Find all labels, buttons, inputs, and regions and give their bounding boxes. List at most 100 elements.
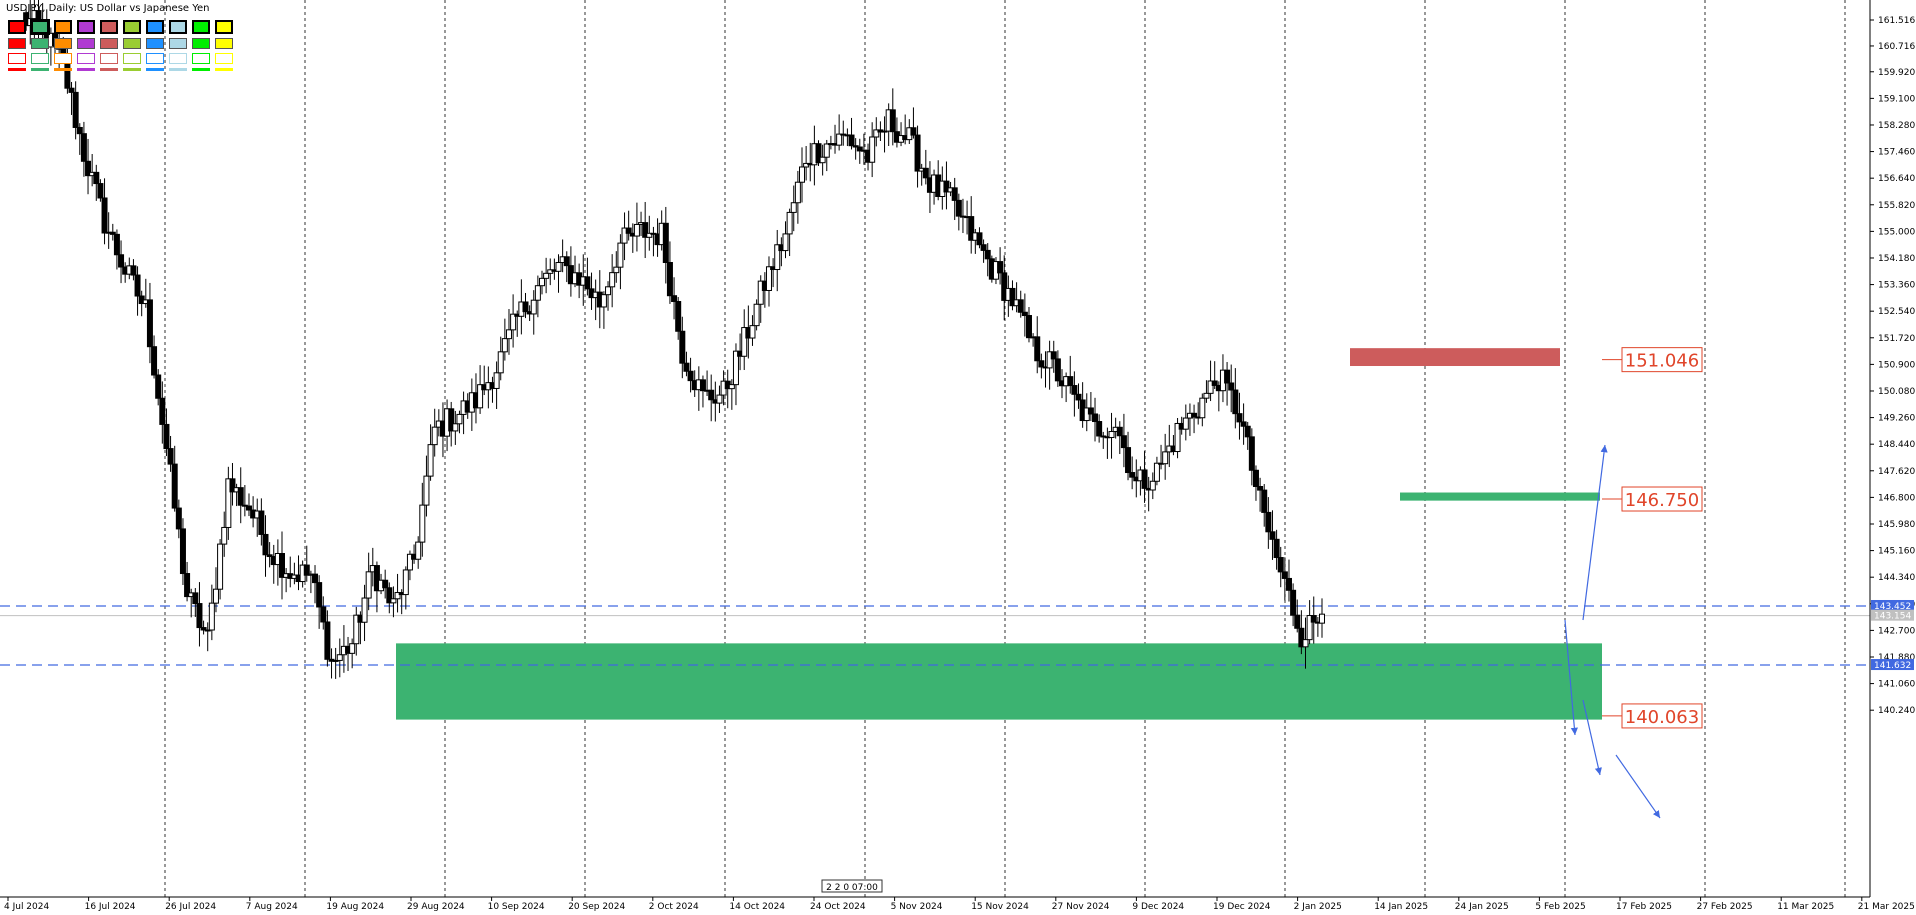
price-tick-label: 155.000 bbox=[1878, 227, 1915, 237]
candle-bear bbox=[1310, 615, 1317, 623]
palette-swatch[interactable] bbox=[192, 68, 210, 71]
color-palette[interactable] bbox=[8, 19, 233, 75]
time-tick-label: 2 Jan 2025 bbox=[1294, 902, 1342, 911]
palette-swatch[interactable] bbox=[30, 19, 50, 35]
callout-box bbox=[1621, 486, 1703, 512]
palette-row-line[interactable] bbox=[8, 68, 233, 71]
palette-swatch[interactable] bbox=[169, 53, 187, 64]
palette-swatch[interactable] bbox=[54, 20, 72, 34]
palette-swatch[interactable] bbox=[192, 38, 210, 49]
candle-bear bbox=[1025, 315, 1032, 339]
palette-swatch[interactable] bbox=[192, 20, 210, 34]
candle-bear bbox=[97, 183, 104, 199]
candle-bull bbox=[749, 325, 756, 339]
candle-bear bbox=[151, 346, 158, 376]
price-tick-label: 159.100 bbox=[1878, 94, 1915, 104]
candle-bear bbox=[373, 565, 380, 592]
palette-swatch[interactable] bbox=[8, 68, 26, 71]
palette-swatch[interactable] bbox=[146, 38, 164, 49]
palette-swatch[interactable] bbox=[77, 38, 95, 49]
palette-row-fill[interactable] bbox=[8, 38, 233, 49]
palette-swatch[interactable] bbox=[215, 53, 233, 64]
palette-swatch[interactable] bbox=[123, 38, 141, 49]
candle-bull bbox=[716, 394, 723, 404]
price-tick-label: 146.800 bbox=[1878, 493, 1915, 503]
candle-bull bbox=[555, 262, 562, 272]
palette-row-primary[interactable] bbox=[8, 19, 233, 35]
price-tick-label: 150.900 bbox=[1878, 360, 1915, 370]
palette-swatch[interactable] bbox=[54, 68, 72, 71]
palette-swatch[interactable] bbox=[77, 20, 95, 34]
zone-support bbox=[1400, 492, 1600, 501]
palette-swatch[interactable] bbox=[100, 53, 118, 64]
candle-bull bbox=[394, 592, 401, 600]
palette-row-outline[interactable] bbox=[8, 53, 233, 64]
palette-swatch[interactable] bbox=[77, 68, 95, 71]
palette-swatch[interactable] bbox=[123, 53, 141, 64]
candle-bear bbox=[1001, 272, 1008, 301]
palette-swatch[interactable] bbox=[31, 68, 49, 71]
palette-swatch[interactable] bbox=[215, 68, 233, 71]
candle-bear bbox=[699, 379, 706, 392]
candle-bull bbox=[605, 286, 612, 296]
candle-bull bbox=[501, 338, 508, 353]
candle-bull bbox=[732, 350, 739, 386]
candle-bear bbox=[382, 579, 389, 589]
palette-swatch[interactable] bbox=[169, 68, 187, 71]
palette-swatch[interactable] bbox=[169, 38, 187, 49]
palette-swatch[interactable] bbox=[123, 20, 141, 34]
palette-swatch[interactable] bbox=[8, 20, 26, 34]
time-tick-label: 16 Jul 2024 bbox=[85, 902, 136, 911]
candle-bull bbox=[419, 504, 426, 543]
price-tick-label: 149.260 bbox=[1878, 414, 1915, 424]
candle-bull bbox=[543, 272, 550, 279]
palette-swatch[interactable] bbox=[54, 53, 72, 64]
candle-bear bbox=[1265, 511, 1272, 533]
zone-resistance bbox=[1350, 348, 1560, 367]
candle-bull bbox=[869, 136, 876, 163]
time-tick-label: 21 Mar 2025 bbox=[1858, 902, 1915, 911]
palette-swatch[interactable] bbox=[31, 53, 49, 64]
palette-swatch[interactable] bbox=[8, 38, 26, 49]
palette-swatch[interactable] bbox=[54, 38, 72, 49]
candle-bear bbox=[130, 265, 137, 276]
candle-bear bbox=[72, 91, 79, 128]
palette-swatch[interactable] bbox=[192, 53, 210, 64]
candle-bear bbox=[229, 478, 236, 493]
time-tick-label: 29 Aug 2024 bbox=[407, 902, 465, 911]
palette-swatch[interactable] bbox=[215, 20, 233, 34]
candle-bull bbox=[353, 614, 360, 645]
palette-swatch[interactable] bbox=[146, 68, 164, 71]
palette-swatch[interactable] bbox=[169, 20, 187, 34]
candle-bear bbox=[1224, 369, 1231, 384]
price-tick-label: 141.880 bbox=[1878, 653, 1915, 663]
candle-bear bbox=[167, 448, 174, 465]
palette-swatch[interactable] bbox=[215, 38, 233, 49]
price-tick-label: 140.240 bbox=[1878, 706, 1915, 716]
candle-bull bbox=[1199, 397, 1206, 419]
candle-bull bbox=[836, 133, 843, 146]
candle-bear bbox=[671, 295, 678, 303]
palette-swatch[interactable] bbox=[8, 53, 26, 64]
candle-bear bbox=[245, 505, 252, 511]
candle-bear bbox=[1273, 538, 1280, 559]
palette-swatch[interactable] bbox=[100, 38, 118, 49]
price-tick-label: 153.360 bbox=[1878, 281, 1915, 291]
price-tick-label: 152.540 bbox=[1878, 307, 1915, 317]
palette-swatch[interactable] bbox=[146, 20, 164, 34]
candle-bull bbox=[1108, 431, 1115, 438]
palette-swatch[interactable] bbox=[77, 53, 95, 64]
candle-bear bbox=[955, 199, 962, 217]
palette-swatch[interactable] bbox=[31, 38, 49, 49]
candle-bear bbox=[1120, 435, 1127, 449]
palette-swatch[interactable] bbox=[100, 68, 118, 71]
time-tick-label: 14 Jan 2025 bbox=[1374, 902, 1428, 911]
time-tick-label: 5 Nov 2024 bbox=[891, 902, 943, 911]
candle-bear bbox=[258, 510, 265, 535]
palette-swatch[interactable] bbox=[146, 53, 164, 64]
palette-swatch[interactable] bbox=[123, 68, 141, 71]
palette-swatch[interactable] bbox=[100, 20, 118, 34]
projection-arrow bbox=[1564, 619, 1578, 736]
